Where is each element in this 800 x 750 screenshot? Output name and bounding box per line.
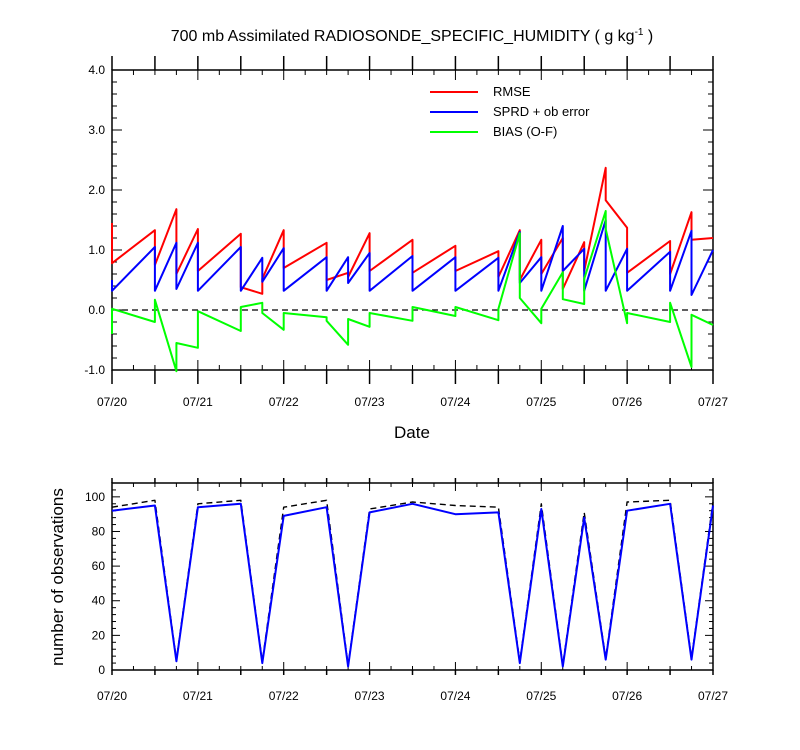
y-axis-title: number of observations xyxy=(48,488,67,666)
plot-frame xyxy=(111,482,714,671)
y-tick-label: 80 xyxy=(92,524,106,538)
y-tick-label: 0 xyxy=(98,663,105,677)
x-tick-label: 07/23 xyxy=(355,689,385,703)
x-tick-label: 07/24 xyxy=(440,395,470,409)
bottom-panel: 07/20 07/21 07/22 07/23 07/24 07/25 07/26 07/27… xyxy=(85,478,728,703)
x-tick-label: 07/26 xyxy=(612,395,642,409)
x-tick-label: 07/25 xyxy=(526,689,556,703)
plot-frame xyxy=(111,69,714,371)
x-axis-title: Date xyxy=(394,423,430,442)
x-tick-label: 07/22 xyxy=(269,395,299,409)
legend-label-rmse: RMSE xyxy=(493,84,531,99)
chart-title: 700 mb Assimilated RADIOSONDE_SPECIFIC_H… xyxy=(171,27,654,45)
x-tick-label: 07/20 xyxy=(97,395,127,409)
x-tick-label: 07/25 xyxy=(526,395,556,409)
top-panel: 07/20 07/21 07/22 07/23 07/24 07/25 07/26 07/27… xyxy=(84,56,728,409)
series-line-possible xyxy=(111,499,714,666)
series-line-assimilated xyxy=(111,502,714,668)
legend-label-bias-o-f: BIAS (O-F) xyxy=(493,124,557,139)
y-tick-label: -1.0 xyxy=(84,363,105,377)
x-tick-label: 07/22 xyxy=(269,689,299,703)
y-tick-label: 0.0 xyxy=(88,303,105,317)
series-line-bias-o-f xyxy=(111,210,714,373)
y-tick-label: 100 xyxy=(85,490,105,504)
y-tick-label: 2.0 xyxy=(88,183,105,197)
x-tick-label: 07/24 xyxy=(440,689,470,703)
x-tick-label: 07/26 xyxy=(612,689,642,703)
x-tick-label: 07/20 xyxy=(97,689,127,703)
x-tick-label: 07/27 xyxy=(698,689,728,703)
y-tick-label: 1.0 xyxy=(88,243,105,257)
x-tick-label: 07/27 xyxy=(698,395,728,409)
y-tick-label: 20 xyxy=(92,628,106,642)
series-line-sprd-ob-error xyxy=(111,219,714,296)
y-tick-label: 3.0 xyxy=(88,123,105,137)
y-tick-label: 40 xyxy=(92,594,106,608)
y-tick-label: 60 xyxy=(92,559,106,573)
legend-label-sprd-ob-error: SPRD + ob error xyxy=(493,104,590,119)
x-tick-label: 07/21 xyxy=(183,689,213,703)
x-tick-label: 07/21 xyxy=(183,395,213,409)
x-tick-label: 07/23 xyxy=(355,395,385,409)
y-tick-label: 4.0 xyxy=(88,63,105,77)
